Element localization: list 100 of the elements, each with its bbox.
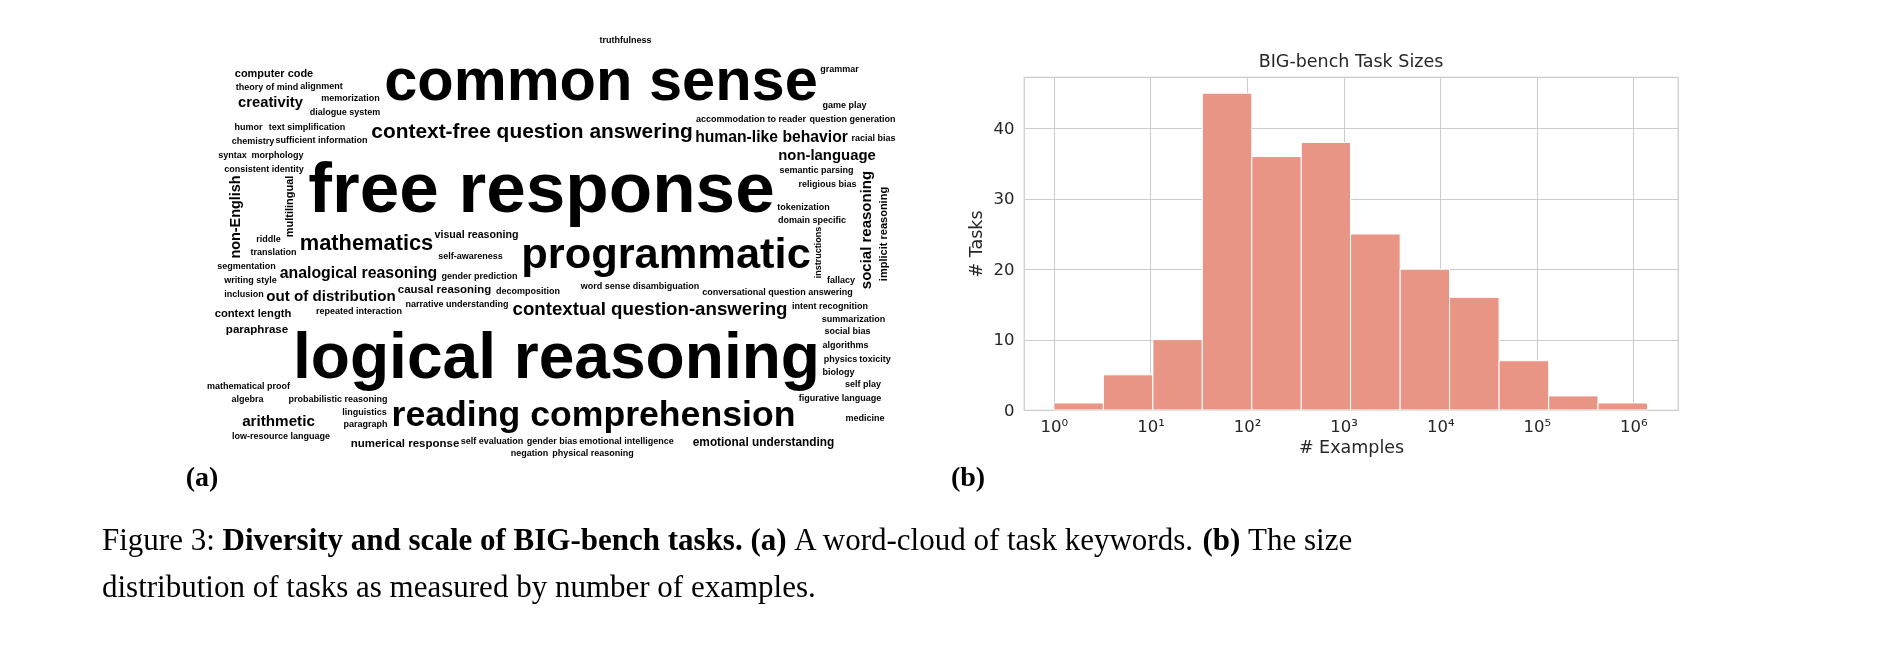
text: context-free question answering (371, 119, 693, 142)
text: translation (250, 247, 297, 257)
text: social bias (824, 326, 871, 336)
y-tick-label: 0 (1004, 400, 1015, 420)
text: emotional intelligence (579, 436, 674, 446)
text: alignment (300, 81, 343, 91)
text: physics (823, 354, 858, 364)
text: biology (822, 367, 855, 377)
text: narrative understanding (405, 299, 509, 309)
text: humor (234, 122, 263, 132)
x-axis-title: # Examples (1298, 437, 1405, 457)
text: fallacy (826, 275, 856, 285)
text: programmatic (521, 229, 811, 277)
text: consistent identity (224, 164, 304, 174)
text: semantic parsing (779, 165, 854, 175)
text: implicit reasoning (877, 186, 889, 282)
x-tick-label: 10³ (1330, 416, 1358, 436)
text: chemistry (231, 136, 275, 146)
text: emotional understanding (692, 435, 835, 449)
text: The size (1248, 522, 1353, 557)
chart-title: BIG-bench Task Sizes (1258, 50, 1444, 71)
text: creativity (238, 94, 304, 110)
text: numerical response (350, 437, 460, 449)
text: free response (308, 148, 775, 227)
text: truthfulness (599, 35, 652, 45)
text: racial bias (851, 133, 896, 143)
text: negation (510, 448, 549, 458)
y-tick-label: 20 (993, 259, 1015, 279)
text: instructions (813, 226, 823, 279)
x-tick-label: 10⁵ (1523, 416, 1552, 436)
text: linguistics (342, 407, 387, 417)
text: question generation (809, 114, 896, 124)
text: mathematical proof (206, 381, 291, 391)
text: dialogue system (309, 107, 381, 117)
text: visual reasoning (434, 228, 519, 240)
text: non-English (227, 175, 243, 259)
text: sufficient information (275, 135, 368, 145)
text: writing style (223, 275, 277, 285)
text: out of distribution (266, 287, 396, 304)
text: intent recognition (792, 301, 868, 311)
text: (a) (185, 461, 219, 492)
text: tokenization (777, 202, 830, 212)
x-tick-label: 10² (1233, 416, 1262, 436)
x-tick-label: 10⁴ (1426, 416, 1455, 436)
text: conversational question answering (702, 287, 853, 297)
text: analogical reasoning (279, 264, 438, 281)
text: computer code (234, 67, 314, 79)
text: morphology (251, 150, 304, 160)
text: grammar (820, 64, 860, 74)
text: algorithms (822, 340, 869, 350)
y-tick-label: 30 (993, 189, 1015, 209)
x-tick-label: 10¹ (1137, 416, 1165, 436)
text: probabilistic reasoning (288, 394, 388, 404)
text: (b) (950, 461, 986, 492)
text: multilingual (283, 175, 295, 238)
text: gender prediction (441, 271, 518, 281)
text: text simplification (268, 122, 346, 132)
text: word sense disambiguation (579, 281, 700, 291)
text: paraphrase (225, 323, 289, 335)
text: non-language (778, 147, 876, 163)
text: mathematics (299, 230, 434, 255)
text: repeated interaction (315, 306, 403, 316)
text: riddle (256, 234, 281, 244)
text: religious bias (798, 179, 857, 189)
y-axis-title: # Tasks (965, 210, 986, 278)
text: toxicity (859, 354, 891, 364)
text: accommodation to reader (695, 114, 807, 124)
text: inclusion (224, 289, 264, 299)
text: arithmetic (242, 412, 316, 429)
text: domain specific (777, 215, 847, 225)
x-tick-label: 10⁶ (1620, 416, 1649, 436)
text: memorization (321, 93, 380, 103)
y-tick-label: 10 (993, 330, 1015, 350)
text: gender bias (526, 436, 578, 446)
text: (b) (1202, 522, 1241, 557)
text: human-like behavior (695, 128, 848, 145)
text: figurative language (798, 393, 882, 403)
text: Diversity and scale of BIG-bench tasks. (a) (222, 522, 787, 557)
text: reading comprehension (391, 394, 796, 434)
text: syntax (218, 150, 247, 160)
text: game play (822, 100, 867, 110)
text: social reasoning (857, 170, 874, 290)
text: common sense (384, 46, 818, 113)
text: low-resource language (231, 431, 331, 441)
caption: Figure 3: (102, 522, 215, 557)
text: distribution of tasks as measured by number of examples. (102, 569, 816, 604)
text: paragraph (343, 419, 388, 429)
text: A word-cloud of task keywords. (794, 522, 1193, 557)
text: causal reasoning (397, 283, 492, 295)
text: physical reasoning (552, 448, 634, 458)
text: decomposition (495, 286, 561, 296)
text: self evaluation (460, 436, 524, 446)
y-tick-label: 40 (993, 118, 1015, 138)
text: algebra (231, 394, 265, 404)
text: theory of mind (235, 82, 299, 92)
text: self-awareness (438, 251, 503, 261)
text: contextual question-answering (512, 298, 788, 319)
text: segmentation (217, 261, 276, 271)
text: self play (844, 379, 882, 389)
text: context length (214, 307, 292, 319)
